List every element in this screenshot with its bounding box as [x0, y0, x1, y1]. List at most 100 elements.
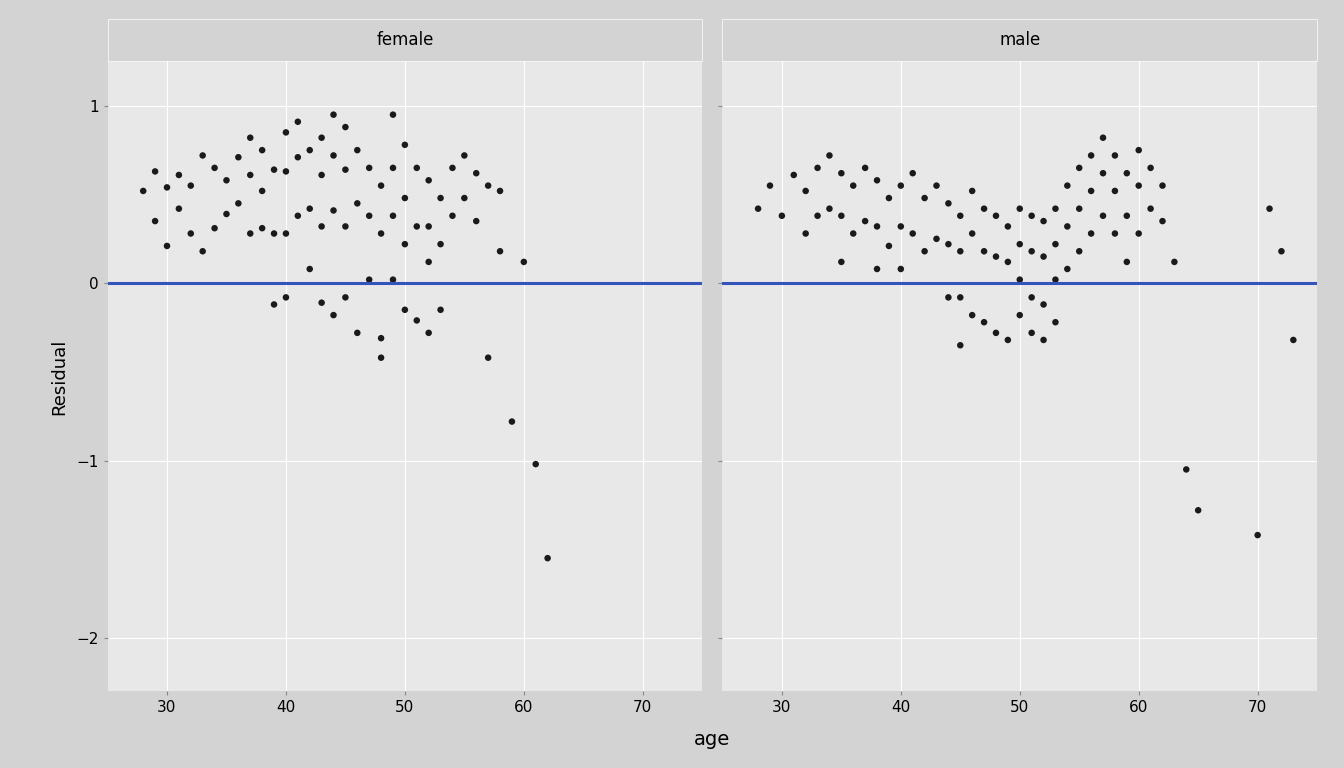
Point: [831, 167, 852, 180]
Point: [1044, 203, 1066, 215]
Point: [382, 210, 403, 222]
Point: [239, 227, 261, 240]
Point: [239, 169, 261, 181]
Point: [371, 352, 392, 364]
Point: [1068, 162, 1090, 174]
Point: [406, 162, 427, 174]
Point: [394, 238, 415, 250]
Point: [335, 164, 356, 176]
Point: [806, 162, 828, 174]
Point: [1128, 180, 1149, 192]
Text: age: age: [695, 730, 730, 749]
Point: [477, 180, 499, 192]
Point: [168, 169, 190, 181]
Point: [501, 415, 523, 428]
Point: [1105, 185, 1126, 197]
Point: [1105, 149, 1126, 161]
Point: [949, 339, 970, 352]
Point: [1164, 256, 1185, 268]
Point: [192, 149, 214, 161]
Point: [1116, 256, 1137, 268]
Point: [323, 108, 344, 121]
Point: [1009, 273, 1031, 286]
Point: [1093, 131, 1114, 144]
Point: [298, 263, 320, 275]
Point: [997, 256, 1019, 268]
Point: [878, 240, 899, 252]
Point: [465, 167, 487, 180]
Point: [288, 116, 309, 128]
Text: male: male: [999, 31, 1040, 49]
Point: [359, 162, 380, 174]
Point: [180, 227, 202, 240]
Point: [926, 233, 948, 245]
Point: [831, 256, 852, 268]
Point: [371, 180, 392, 192]
Point: [784, 169, 805, 181]
Point: [867, 174, 888, 187]
Point: [1270, 245, 1292, 257]
Point: [818, 149, 840, 161]
Point: [1259, 203, 1281, 215]
Point: [914, 192, 935, 204]
Point: [133, 185, 155, 197]
Point: [406, 220, 427, 233]
Point: [227, 197, 249, 210]
Point: [359, 273, 380, 286]
Point: [453, 149, 476, 161]
Point: [1009, 309, 1031, 321]
Point: [1247, 529, 1269, 541]
Point: [204, 162, 226, 174]
Point: [288, 151, 309, 164]
Point: [394, 192, 415, 204]
Point: [902, 167, 923, 180]
Point: [1056, 263, 1078, 275]
Point: [1021, 326, 1043, 339]
Point: [1176, 463, 1198, 475]
Point: [263, 164, 285, 176]
Point: [1032, 250, 1054, 263]
Point: [430, 192, 452, 204]
Point: [747, 203, 769, 215]
Point: [323, 204, 344, 217]
Point: [926, 180, 948, 192]
Point: [1081, 227, 1102, 240]
Point: [310, 296, 332, 309]
Text: female: female: [376, 31, 434, 49]
Point: [1056, 180, 1078, 192]
Point: [806, 210, 828, 222]
Point: [323, 149, 344, 161]
Point: [1081, 149, 1102, 161]
Point: [1152, 180, 1173, 192]
Point: [902, 227, 923, 240]
Point: [251, 185, 273, 197]
Point: [759, 180, 781, 192]
Point: [298, 203, 320, 215]
Point: [298, 144, 320, 156]
Point: [1140, 162, 1161, 174]
Point: [961, 309, 982, 321]
Point: [288, 210, 309, 222]
Point: [1032, 334, 1054, 346]
Point: [513, 256, 535, 268]
Point: [949, 245, 970, 257]
Point: [878, 192, 899, 204]
Point: [310, 131, 332, 144]
Point: [1282, 334, 1304, 346]
Point: [855, 215, 876, 227]
Point: [489, 245, 511, 257]
Point: [276, 291, 297, 303]
Point: [1068, 203, 1090, 215]
Point: [914, 245, 935, 257]
Point: [310, 169, 332, 181]
Point: [489, 185, 511, 197]
Point: [180, 180, 202, 192]
Point: [985, 250, 1007, 263]
Point: [144, 215, 165, 227]
Point: [335, 220, 356, 233]
Point: [949, 291, 970, 303]
Point: [1044, 316, 1066, 329]
Point: [843, 227, 864, 240]
Point: [406, 314, 427, 326]
Point: [938, 238, 960, 250]
